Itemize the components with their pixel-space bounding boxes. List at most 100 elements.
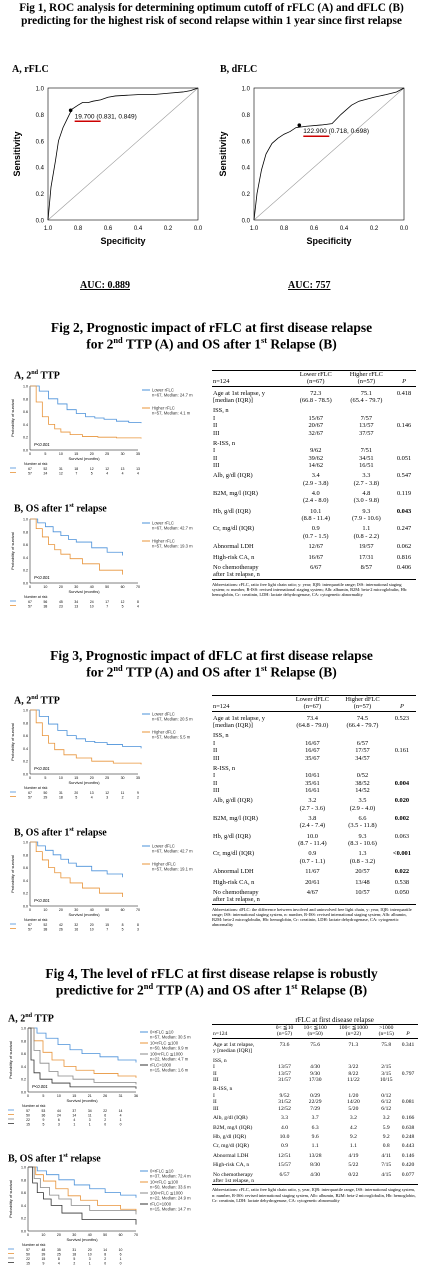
table-p-value: 0.816 [396,553,412,561]
km-risk-count: 35 [57,1248,61,1252]
km-xtick-label: 0 [29,908,31,912]
roc-xtick-label: 0.2 [370,226,379,232]
km-ytick-label: 0.2 [23,760,28,764]
table-p-value: 0.341 [401,1041,415,1048]
fig4-title-line1: Fig 4, The level of rFLC at first diseas… [45,966,378,981]
km-ytick-label: 0.2 [23,569,28,573]
fig4-panel-b-label: B, OS after 1st relapse [8,1152,101,1165]
km-risk-count: 45 [59,600,63,604]
km-pvalue: P<0.001 [34,898,50,903]
table-row: Age at 1st relapse, y [median (IQR)] 73.6 7… [212,1038,418,1054]
roc-ytick-label: 0.6 [36,139,45,145]
km-legend-label: 10<rFLC ≦100 [150,1041,179,1046]
km-risk-count: 5 [122,928,124,932]
km-risk-count: 48 [42,1248,46,1252]
table-footnote: Abbreviations: dFLC: the difference betw… [212,906,412,928]
km-ytick-label: 1.0 [23,518,28,522]
km-risk-count: 57 [26,1109,30,1113]
fig1-panel-a-label: A, rFLC [12,64,49,75]
roc-xtick-label: 0.6 [104,226,113,232]
table-cell: 9.6 [311,1133,319,1140]
km-xaxis-label: Survival (months) [66,1098,98,1103]
km-curve [30,709,142,765]
km-risk-count: 18 [59,796,63,800]
km-risk-count: 5 [42,1123,44,1127]
km-risk-count: 8 [58,1257,60,1261]
table-row: ISS, n I II III 16/67 16/67 35/67 6/57 17/57 3… [212,729,416,761]
table-cell: 4/15 [374,1168,399,1186]
roc-ytick-label: 0.8 [36,113,45,119]
km-risk-count: 10 [88,1253,92,1257]
fig2-panel-b-label: B, OS after 1st relapse [14,502,107,515]
table-p-value: 0.043 [396,507,412,515]
table-cell: 8/30 [310,1162,321,1169]
table-p-value: 0.077 [398,1168,418,1186]
km-risk-count: 8 [104,1253,106,1257]
table-footnote: Abbreviations: rFLC, ratio free light ch… [212,581,408,598]
km-xtick-label: 70 [134,1233,138,1237]
km-xtick-label: 25 [105,776,109,780]
km-ytick-label: 0.0 [23,582,28,586]
km-legend-label: n=50, Median: 9.9 m [150,1046,189,1051]
km-ytick-label: 0.4 [23,556,28,560]
km-risk-count: 8 [122,923,124,927]
roc-xaxis-label: Specificity [100,236,145,246]
table-cell: 9/62 39/62 14/62 [308,447,324,469]
km-risk-count: 4 [106,472,108,476]
km-risk-count: 50 [44,791,48,795]
table-row: Cr, mg/dl (IQR) 0.9 (0.7 - 1.1) 1.3 (0.8 - 3… [212,847,416,865]
km-ytick-label: 0.2 [23,892,28,896]
table-row: Cr, mg/dl (IQR) 0.9 (0.7 - 1.5) 1.1 (0.8 - 2… [212,522,416,540]
km-xtick-label: 60 [119,1233,123,1237]
roc-xtick-label: 0.0 [194,226,203,232]
table-row-label: R-ISS, n I II III [213,1086,233,1112]
table-header-row: n=124 0< ≦10 (n=57) 10< ≦100 (n=50) 100< ≦100… [212,1024,418,1039]
km-risk-count: 13 [136,467,140,471]
km-risk-count: 2 [122,796,124,800]
table-cell: 19/57 [359,543,374,551]
fig4-table: rFLC at first disease relapse n=124 0< ≦10… [212,1016,418,1203]
km-legend-label: rFLC>1000 [150,1202,172,1207]
km-ytick-label: 0.6 [23,410,28,414]
table-col-header: 10< ≦100 (n=50) [297,1024,333,1039]
table-row-label: ISS, n I II III [213,732,229,762]
table-cell: 4.0 [281,1124,289,1131]
fig2-table: n=124 Lower rFLC (n=67) Higher rFLC (n=57) P A… [212,370,416,597]
km-legend-label: n=22, Median: 24.9 m [150,1196,191,1201]
km-xtick-label: 0 [29,776,31,780]
km-xtick-label: 5 [42,1094,44,1098]
table-cell: 4/11 [381,1152,392,1159]
km-risk-count: 29 [44,796,48,800]
table-n-header: n=124 [212,1024,272,1039]
table-cell: 3.8 (2.4 - 7.4) [299,815,326,830]
table-cell: 1.1 [311,1143,319,1150]
table-p-value: 0.443 [401,1143,415,1150]
km-risk-count: 20 [88,1248,92,1252]
roc-diagonal [253,87,405,221]
km-ytick-label: 0.6 [23,543,28,547]
km-risk-count: 31 [59,467,63,471]
table-col-header: Higher dFLC (n=57) [337,695,388,712]
table-row-label: High-risk CA, n [213,1162,250,1169]
km-pvalue: P<0.001 [32,1084,48,1089]
km-legend-label: n=15, Median: 14.7 m [150,1207,191,1212]
km-risk-count: 1 [73,1123,75,1127]
km-pvalue: P<0.001 [34,575,50,580]
km-risk-count: 50 [26,1253,30,1257]
table-p-value: 0.146 [396,422,412,430]
table-row: Hb, g/dl (IQR) 10.0 (8.7 - 11.4) 9.3 (8.3 - … [212,830,416,848]
roc-ytick-label: 0.8 [242,113,251,119]
km-risk-count: 22 [26,1118,30,1122]
km-xtick-label: 10 [59,776,63,780]
table-row: Hb, g/dl (IQR) 10.1 (8.8 - 11.4) 9.3 (7.9 - … [212,505,416,523]
km-curve [28,1027,137,1089]
table-p-value: 0.638 [401,1124,415,1131]
table-cell: 3.5 (2.9 - 4.0) [349,797,376,812]
km-risk-count: 50 [26,1114,30,1118]
km-xtick-label: 15 [74,452,78,456]
fig4-title: Fig 4, The level of rFLC at first diseas… [0,966,423,998]
km-legend-label: Higher rFLC [152,406,175,411]
roc-xtick-label: 1.0 [250,226,259,232]
km-risk-count: 3 [89,1257,91,1261]
km-xtick-label: 10 [59,452,63,456]
